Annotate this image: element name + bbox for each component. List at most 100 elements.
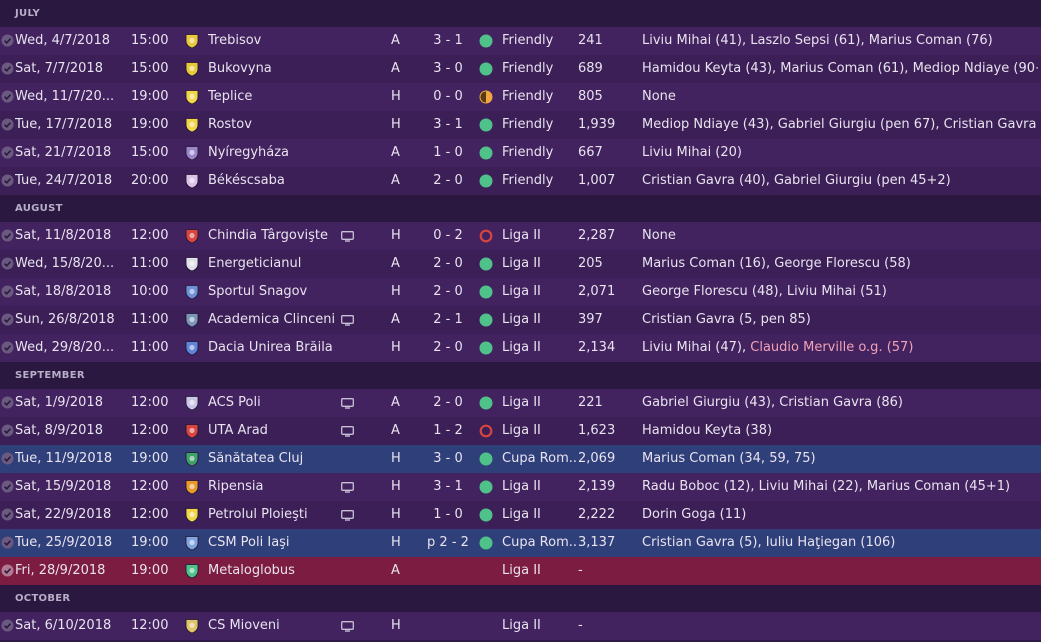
check-icon[interactable] (1, 118, 14, 131)
opponent-name[interactable]: ACS Poli (208, 395, 261, 410)
competition[interactable]: Liga II (502, 618, 541, 633)
fixture-row[interactable]: Sat, 1/9/2018 12:00 ACS Poli A 2 - 0 Liga II 2… (0, 389, 1041, 417)
fixture-row[interactable]: Sat, 7/7/2018 15:00 Bukovyna A 3 - 0 Friendly… (0, 55, 1041, 83)
competition[interactable]: Liga II (502, 507, 541, 522)
check-icon[interactable] (1, 34, 14, 47)
competition[interactable]: Liga II (502, 312, 541, 327)
check-icon[interactable] (1, 229, 14, 242)
fixture-row[interactable]: Wed, 29/8/20... 11:00 Dacia Unirea Brăila H… (0, 334, 1041, 362)
competition[interactable]: Friendly (502, 145, 554, 160)
opponent-name[interactable]: Békéscsaba (208, 173, 285, 188)
opponent-name[interactable]: CS Mioveni (208, 618, 280, 633)
fixture-row[interactable]: Sat, 18/8/2018 10:00 Sportul Snagov H 2 - 0 L… (0, 278, 1041, 306)
result-win-icon (478, 278, 494, 306)
competition[interactable]: Friendly (502, 173, 554, 188)
check-icon[interactable] (1, 146, 14, 159)
fixture-row[interactable]: Wed, 11/7/20... 19:00 Teplice H 0 - 0 Friendl… (0, 83, 1041, 111)
club-crest-icon[interactable] (184, 417, 200, 445)
opponent-name[interactable]: Metaloglobus (208, 563, 295, 578)
attendance: 2,139 (578, 479, 616, 494)
competition[interactable]: Friendly (502, 89, 554, 104)
check-icon[interactable] (1, 257, 14, 270)
competition[interactable]: Liga II (502, 395, 541, 410)
competition[interactable]: Liga II (502, 284, 541, 299)
opponent-name[interactable]: Rostov (208, 117, 252, 132)
competition[interactable]: Liga II (502, 340, 541, 355)
fixture-row[interactable]: Sat, 15/9/2018 12:00 Ripensia H 3 - 1 Liga II… (0, 473, 1041, 501)
competition[interactable]: Friendly (502, 117, 554, 132)
fixture-row[interactable]: Wed, 4/7/2018 15:00 Trebisov A 3 - 1 Friendly… (0, 27, 1041, 55)
opponent-name[interactable]: Academica Clinceni (208, 312, 336, 327)
competition[interactable]: Cupa Rom... (502, 451, 576, 466)
club-crest-icon[interactable] (184, 278, 200, 306)
club-crest-icon[interactable] (184, 111, 200, 139)
fixture-row[interactable]: Sun, 26/8/2018 11:00 Academica Clinceni A 2 … (0, 306, 1041, 334)
fixture-row[interactable]: Tue, 11/9/2018 19:00 Sănătatea Cluj H 3 - 0 C… (0, 445, 1041, 473)
opponent-name[interactable]: Nyíregyháza (208, 145, 290, 160)
club-crest-icon[interactable] (184, 139, 200, 167)
opponent-name[interactable]: Sănătatea Cluj (208, 451, 304, 466)
opponent-name[interactable]: Teplice (208, 89, 253, 104)
check-icon[interactable] (1, 90, 14, 103)
club-crest-icon[interactable] (184, 27, 200, 55)
month-header: SEPTEMBER (0, 362, 1041, 389)
club-crest-icon[interactable] (184, 306, 200, 334)
fixture-row[interactable]: Sat, 8/9/2018 12:00 UTA Arad A 1 - 2 Liga II 1… (0, 417, 1041, 445)
club-crest-icon[interactable] (184, 167, 200, 195)
fixture-row[interactable]: Sat, 22/9/2018 12:00 Petrolul Ploieşti H 1 -… (0, 501, 1041, 529)
check-icon[interactable] (1, 424, 14, 437)
check-icon[interactable] (1, 174, 14, 187)
opponent-name[interactable]: Ripensia (208, 479, 264, 494)
fixture-row[interactable]: Tue, 17/7/2018 19:00 Rostov H 3 - 1 Friendly 1… (0, 111, 1041, 139)
opponent-name[interactable]: Trebisov (208, 33, 262, 48)
check-icon[interactable] (1, 564, 14, 577)
fixture-row[interactable]: Sat, 21/7/2018 15:00 Nyíregyháza A 1 - 0 Frie… (0, 139, 1041, 167)
club-crest-icon[interactable] (184, 612, 200, 640)
opponent-name[interactable]: Bukovyna (208, 61, 272, 76)
match-date: Tue, 25/9/2018 (15, 535, 113, 550)
check-icon[interactable] (1, 452, 14, 465)
club-crest-icon[interactable] (184, 83, 200, 111)
competition[interactable]: Cupa Rom... (502, 535, 576, 550)
check-icon[interactable] (1, 341, 14, 354)
score: 0 - 0 (433, 89, 463, 104)
competition[interactable]: Liga II (502, 479, 541, 494)
fixture-row[interactable]: Sat, 6/10/2018 12:00 CS Mioveni H Liga II - (0, 612, 1041, 640)
check-icon[interactable] (1, 536, 14, 549)
club-crest-icon[interactable] (184, 501, 200, 529)
fixture-row[interactable]: Sat, 11/8/2018 12:00 Chindia Târgovişte H 0 … (0, 222, 1041, 250)
club-crest-icon[interactable] (184, 473, 200, 501)
fixture-row[interactable]: Wed, 15/8/20... 11:00 Energeticianul A 2 - 0… (0, 250, 1041, 278)
competition[interactable]: Liga II (502, 423, 541, 438)
club-crest-icon[interactable] (184, 389, 200, 417)
check-icon[interactable] (1, 285, 14, 298)
competition[interactable]: Liga II (502, 256, 541, 271)
check-icon[interactable] (1, 313, 14, 326)
opponent-name[interactable]: UTA Arad (208, 423, 268, 438)
club-crest-icon[interactable] (184, 557, 200, 585)
club-crest-icon[interactable] (184, 250, 200, 278)
opponent-name[interactable]: Chindia Târgovişte (208, 228, 329, 243)
club-crest-icon[interactable] (184, 222, 200, 250)
check-icon[interactable] (1, 396, 14, 409)
opponent-name[interactable]: Petrolul Ploieşti (208, 507, 308, 522)
opponent-name[interactable]: Dacia Unirea Brăila (208, 340, 333, 355)
opponent-name[interactable]: CSM Poli Iaşi (208, 535, 290, 550)
club-crest-icon[interactable] (184, 334, 200, 362)
opponent-name[interactable]: Energeticianul (208, 256, 302, 271)
club-crest-icon[interactable] (184, 529, 200, 557)
fixture-row[interactable]: Fri, 28/9/2018 19:00 Metaloglobus A Liga II - (0, 557, 1041, 585)
competition[interactable]: Liga II (502, 228, 541, 243)
check-icon[interactable] (1, 62, 14, 75)
club-crest-icon[interactable] (184, 55, 200, 83)
club-crest-icon[interactable] (184, 445, 200, 473)
opponent-name[interactable]: Sportul Snagov (208, 284, 308, 299)
competition[interactable]: Liga II (502, 563, 541, 578)
competition[interactable]: Friendly (502, 61, 554, 76)
competition[interactable]: Friendly (502, 33, 554, 48)
check-icon[interactable] (1, 619, 14, 632)
check-icon[interactable] (1, 480, 14, 493)
check-icon[interactable] (1, 508, 14, 521)
fixture-row[interactable]: Tue, 24/7/2018 20:00 Békéscsaba A 2 - 0 Frien… (0, 167, 1041, 195)
